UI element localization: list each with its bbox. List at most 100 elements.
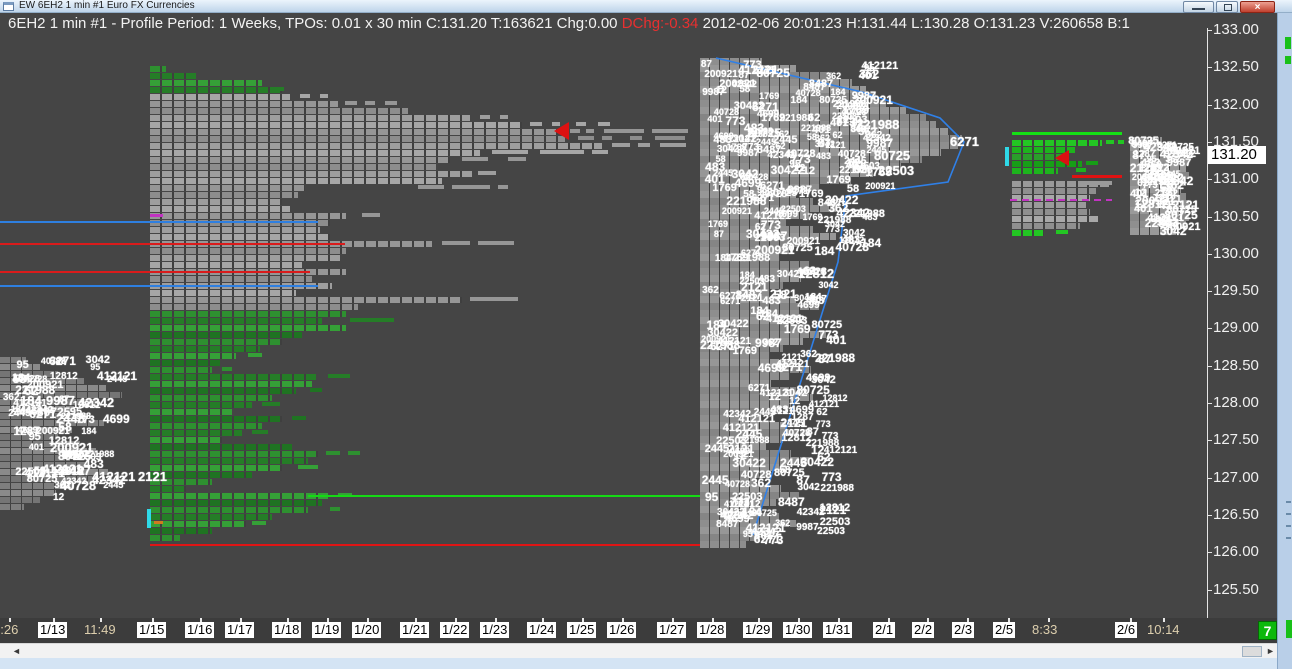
volume-number: 40728 [713, 106, 739, 117]
week2-volume-profile-row [700, 247, 793, 254]
volume-number: 412121 [745, 520, 786, 535]
volume-number: 2121 [819, 502, 847, 517]
volume-number: 2445 [781, 417, 804, 429]
volume-number: 62 [1144, 169, 1155, 180]
volume-number: 62 [756, 308, 770, 323]
volume-number: 200921 [836, 100, 870, 112]
volume-number-label: 8487 [62, 463, 91, 478]
volume-number: 412121 [765, 313, 803, 326]
minimize-button[interactable] [1183, 1, 1214, 13]
volume-number: 2445 [701, 472, 729, 487]
volume-number-label: 6271 [950, 134, 979, 149]
current-week-profile-row [1012, 216, 1098, 222]
volume-number: 2445 [866, 144, 887, 155]
partial-left-profile-row [0, 504, 24, 510]
volume-number: 1769 [759, 90, 780, 101]
bottom-strip [0, 658, 1292, 669]
volume-number: 30422 [776, 268, 805, 280]
week1-tpo-profile-row [150, 472, 252, 478]
volume-number: 2121 [1159, 194, 1182, 206]
header-stats-right: 2012-02-06 20:01:23 H:131.44 L:130.28 O:… [698, 15, 1130, 32]
week2-volume-profile-row [700, 499, 776, 506]
volume-number: 40728 [22, 374, 48, 385]
scrollbar-left-arrow-icon[interactable]: ◄ [12, 646, 21, 656]
chart-canvas[interactable]: 95 87 221988 2445 2445 483 412121 95 221988 40728… [0, 27, 1207, 618]
volume-number: 22503 [1144, 215, 1179, 230]
price-tick [1207, 440, 1212, 442]
week2-volume-profile-row [700, 107, 906, 114]
volume-number: 80725 [747, 126, 782, 141]
window-icon [3, 2, 14, 11]
time-tick [9, 618, 11, 622]
price-label: 125.50 [1213, 580, 1259, 598]
current-week-profile-row [1012, 147, 1075, 153]
time-axis[interactable]: 4:26 1/13 11:49 1/15 1/16 1/17 1/18 1/19 1/20 1/2… [0, 618, 1277, 643]
volume-number: 362 [750, 476, 772, 491]
time-label-1-29: 1/29 [743, 622, 773, 638]
week1-tpo-profile-row [150, 339, 282, 345]
partial-left-profile-row [0, 357, 26, 363]
volume-number: 80725 [766, 187, 798, 200]
current-week-profile-row [1012, 230, 1044, 236]
price-label: 132.00 [1213, 95, 1259, 113]
week1-tpo-profile-row [150, 451, 318, 457]
volume-number: 200921 [1163, 220, 1201, 233]
price-tick [1207, 253, 1212, 255]
price-tick [1207, 104, 1212, 106]
h-scrollbar[interactable]: ◄ ► [0, 643, 1277, 658]
partial-left-profile-row [0, 364, 40, 370]
partial-left-profile-row [0, 497, 40, 503]
week1-tpo-profile-dash [252, 430, 268, 434]
week1-tpo-profile-row [150, 178, 442, 184]
week2-volume-profile-row [700, 429, 806, 436]
cyan-marker [1005, 147, 1009, 166]
current-week-profile-dash [1106, 140, 1114, 144]
strip-tick [1286, 513, 1291, 515]
week1-tpo-profile-row [150, 171, 472, 177]
volume-number: 412121 [97, 368, 138, 383]
volume-number: 483 [1160, 217, 1179, 230]
volume-number: 362 [773, 128, 790, 139]
volume-number: 412121 [723, 499, 755, 510]
volume-number: 2445 [763, 205, 784, 216]
week2-volume-profile-row [700, 345, 783, 352]
volume-number: 8487 [850, 123, 871, 134]
volume-number: 80725 [36, 405, 71, 420]
red-level-line [0, 243, 345, 245]
volume-number: 95 [757, 185, 768, 196]
week1-tpo-profile-row [150, 465, 282, 471]
volume-number: 12812 [819, 501, 851, 514]
volume-number: 87 [738, 70, 750, 82]
partial-left-profile-row [0, 371, 58, 377]
week1-tpo-profile-dash [365, 101, 375, 105]
price-tick [1207, 67, 1212, 69]
volume-number: 58 [806, 131, 817, 142]
far-right-profile-row [1130, 151, 1186, 158]
price-label: 131.50 [1213, 132, 1259, 150]
volume-number: 80725 [756, 65, 790, 80]
volume-number: 22503 [754, 231, 786, 244]
header-daily-change: DChg:-0.34 [621, 15, 699, 32]
week1-tpo-profile-dash [660, 143, 686, 147]
volume-number: 2445 [8, 408, 31, 420]
scrollbar-right-arrow-icon[interactable]: ► [1266, 646, 1275, 656]
volume-number: 773 [824, 224, 840, 235]
volume-number: 1769 [726, 142, 747, 153]
volume-number: 42342 [863, 133, 891, 145]
close-button[interactable]: × [1240, 1, 1275, 13]
volume-number: 2121 [781, 351, 802, 362]
scrollbar-thumb[interactable] [1242, 646, 1262, 657]
volume-number: 401 [61, 448, 80, 461]
week2-volume-profile-row [700, 177, 851, 184]
restore-button[interactable] [1216, 1, 1238, 13]
week1-tpo-profile-dash [338, 493, 352, 497]
volume-number: 87 [59, 394, 70, 405]
volume-number: 773 [815, 418, 831, 429]
volume-number: 6271 [1157, 171, 1178, 182]
volume-number: 4699 [1147, 168, 1174, 183]
partial-left-profile-row [0, 406, 74, 412]
volume-number: 412121 [1159, 198, 1200, 213]
volume-number: 773 [821, 469, 842, 484]
week1-tpo-profile-row [150, 290, 296, 296]
volume-number: 4699 [17, 424, 38, 435]
